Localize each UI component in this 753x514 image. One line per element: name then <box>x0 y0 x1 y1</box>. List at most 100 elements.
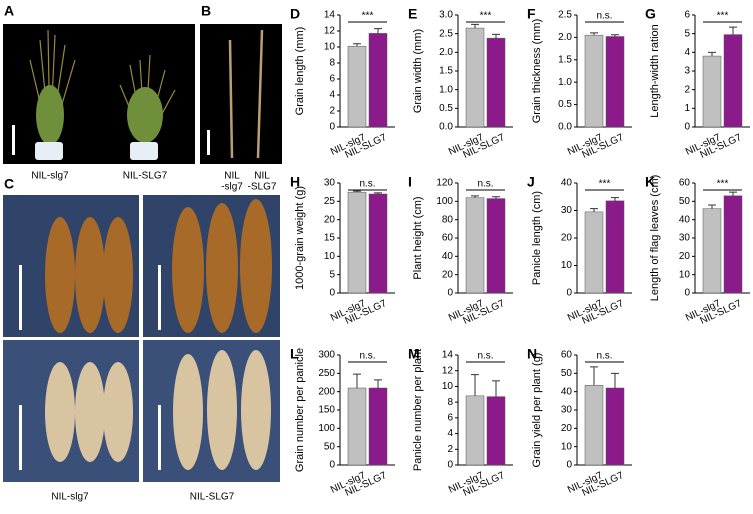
y-tick-label: 30 <box>561 405 573 416</box>
panel-letter: I <box>408 174 412 190</box>
panel-letter: G <box>645 6 656 22</box>
y-tick-label: 12 <box>324 26 336 37</box>
y-tick-label: 0 <box>684 122 690 133</box>
error-bar <box>374 379 382 388</box>
bar <box>584 211 604 294</box>
y-tick-label: 150 <box>318 405 335 416</box>
y-tick-label: 0 <box>329 460 335 471</box>
photo-panicles <box>200 24 282 164</box>
y-tick-label: 120 <box>436 178 453 189</box>
significance-label: *** <box>717 179 729 190</box>
y-tick-label: 60 <box>442 233 454 244</box>
y-tick-label: 20 <box>561 423 573 434</box>
y-axis-label: Grain length (mm) <box>294 27 306 116</box>
y-tick-label: 10 <box>442 381 454 392</box>
y-axis-label: Plant height (cm) <box>412 196 424 279</box>
error-bar <box>708 51 716 57</box>
y-tick-label: 40 <box>442 251 454 262</box>
y-tick-label: 0 <box>329 122 335 133</box>
y-tick-label: 0 <box>447 460 453 471</box>
significance-label: n.s. <box>596 11 612 22</box>
bar <box>702 55 722 128</box>
photo-label: NIL-slg7 <box>31 171 69 182</box>
error-bar <box>471 23 479 29</box>
y-tick-label: 30 <box>679 233 691 244</box>
error-bar <box>471 195 479 198</box>
significance-label: *** <box>362 11 374 22</box>
grain-drawing <box>45 199 272 333</box>
error-bar <box>729 191 737 196</box>
y-tick-label: 10 <box>324 251 336 262</box>
panicle-drawing <box>228 29 264 159</box>
y-tick-label: 2.0 <box>558 32 572 43</box>
panel-letter: D <box>290 6 300 22</box>
y-tick-label: 10 <box>561 260 573 271</box>
error-bar <box>590 366 598 386</box>
y-tick-label: 50 <box>324 441 336 452</box>
bar <box>486 396 506 466</box>
y-tick-label: 1.0 <box>439 84 453 95</box>
error-bar <box>611 34 619 37</box>
y-tick-label: 80 <box>442 214 454 225</box>
y-tick-label: 0 <box>566 460 572 471</box>
bar <box>347 45 367 128</box>
error-bar <box>353 190 361 193</box>
y-tick-label: 14 <box>442 350 454 361</box>
y-tick-label: 2 <box>447 444 453 455</box>
significance-label: *** <box>599 179 611 190</box>
y-tick-label: 60 <box>679 178 691 189</box>
bar <box>368 387 388 466</box>
y-tick-label: 0 <box>684 288 690 299</box>
y-axis-label: Grain width (mm) <box>412 29 424 113</box>
y-axis-label: Grain yield per plant (g) <box>531 353 543 468</box>
bar <box>465 27 485 128</box>
panel-letter: M <box>408 346 420 362</box>
significance-label: n.s. <box>477 179 493 190</box>
y-tick-label: 20 <box>561 233 573 244</box>
y-tick-label: 50 <box>679 196 691 207</box>
error-bar <box>353 43 361 47</box>
y-tick-label: 14 <box>324 10 336 21</box>
plant-leaves <box>36 85 163 145</box>
y-tick-label: 8 <box>329 58 335 69</box>
photo-label: NIL <box>224 171 240 182</box>
scale-bar <box>19 265 161 470</box>
y-tick-label: 2 <box>684 84 690 95</box>
y-tick-label: 40 <box>679 214 691 225</box>
y-tick-label: 1.5 <box>558 54 572 65</box>
panel-letter: C <box>4 176 14 192</box>
y-axis-label: Length-width ration <box>649 24 661 118</box>
photo-label: NIL-slg7 <box>51 492 89 503</box>
y-tick-label: 100 <box>436 196 453 207</box>
bar <box>605 200 625 294</box>
panel-letter: F <box>527 6 536 22</box>
error-bar <box>492 33 500 39</box>
significance-label: *** <box>480 11 492 22</box>
y-tick-label: 4 <box>684 47 690 58</box>
panel-letter: N <box>527 346 537 362</box>
y-tick-label: 20 <box>679 251 691 262</box>
y-tick-label: 5 <box>329 269 335 280</box>
pot <box>35 142 63 160</box>
bar <box>584 34 604 128</box>
error-bar <box>590 32 598 36</box>
bar <box>347 387 367 466</box>
bar <box>368 33 388 128</box>
y-tick-label: 1 <box>684 103 690 114</box>
bar <box>605 387 625 466</box>
error-bar <box>492 196 500 199</box>
y-axis-label: Panicle number per plant <box>412 349 424 471</box>
y-tick-label: 25 <box>324 196 336 207</box>
y-tick-label: 20 <box>324 214 336 225</box>
y-tick-label: 12 <box>442 365 454 376</box>
bar <box>723 34 743 128</box>
y-axis-label: Grain thickness (mm) <box>531 19 543 124</box>
bar <box>605 36 625 128</box>
y-tick-label: 2.0 <box>439 47 453 58</box>
y-tick-label: 250 <box>318 368 335 379</box>
y-tick-label: 60 <box>561 350 573 361</box>
y-tick-label: 6 <box>447 412 453 423</box>
y-tick-label: 2.5 <box>439 28 453 39</box>
y-tick-label: 100 <box>318 423 335 434</box>
